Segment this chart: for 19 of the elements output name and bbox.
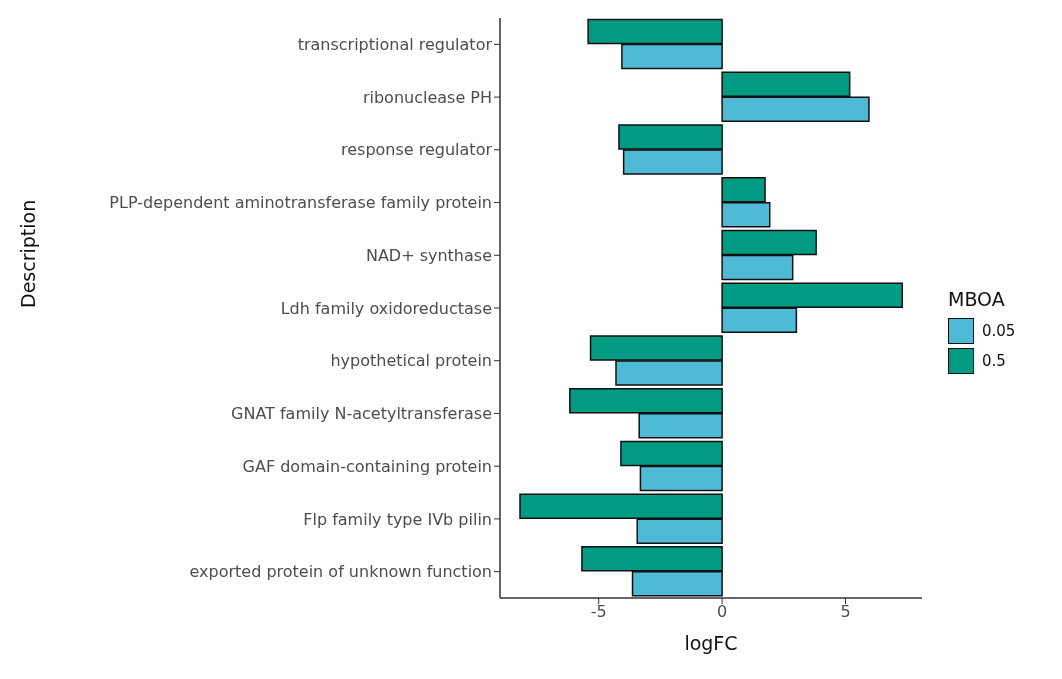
y-tick-label: exported protein of unknown function bbox=[189, 562, 492, 582]
y-tick-label: hypothetical protein bbox=[330, 351, 492, 371]
y-tick-label: ribonuclease PH bbox=[362, 87, 492, 107]
y-tick-label: Ldh family oxidoreductase bbox=[280, 298, 492, 318]
legend-title: MBOA bbox=[948, 288, 1006, 310]
y-tick-label: NAD+ synthase bbox=[365, 245, 492, 265]
y-tick-label: Flp family type IVb pilin bbox=[303, 509, 492, 529]
x-axis-title: logFC bbox=[684, 632, 738, 654]
y-tick-label: GAF domain-containing protein bbox=[242, 456, 492, 476]
x-tick-label: 5 bbox=[840, 602, 851, 622]
x-tick-label: 0 bbox=[717, 602, 728, 622]
x-tick-label: -5 bbox=[590, 602, 607, 622]
y-axis-title: Description bbox=[16, 199, 39, 308]
legend-label: 0.5 bbox=[982, 352, 1006, 370]
y-tick-label: response regulator bbox=[340, 140, 493, 160]
y-tick-label: transcriptional regulator bbox=[297, 35, 493, 55]
legend-label: 0.05 bbox=[982, 322, 1016, 340]
y-tick-label: GNAT family N-acetyltransferase bbox=[231, 404, 492, 424]
y-tick-label: PLP-dependent aminotransferase family protein bbox=[109, 193, 492, 213]
